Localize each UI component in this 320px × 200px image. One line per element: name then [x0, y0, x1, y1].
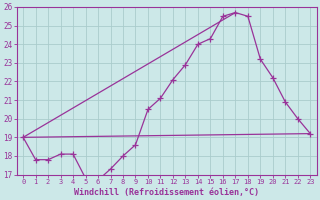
X-axis label: Windchill (Refroidissement éolien,°C): Windchill (Refroidissement éolien,°C)	[74, 188, 259, 197]
